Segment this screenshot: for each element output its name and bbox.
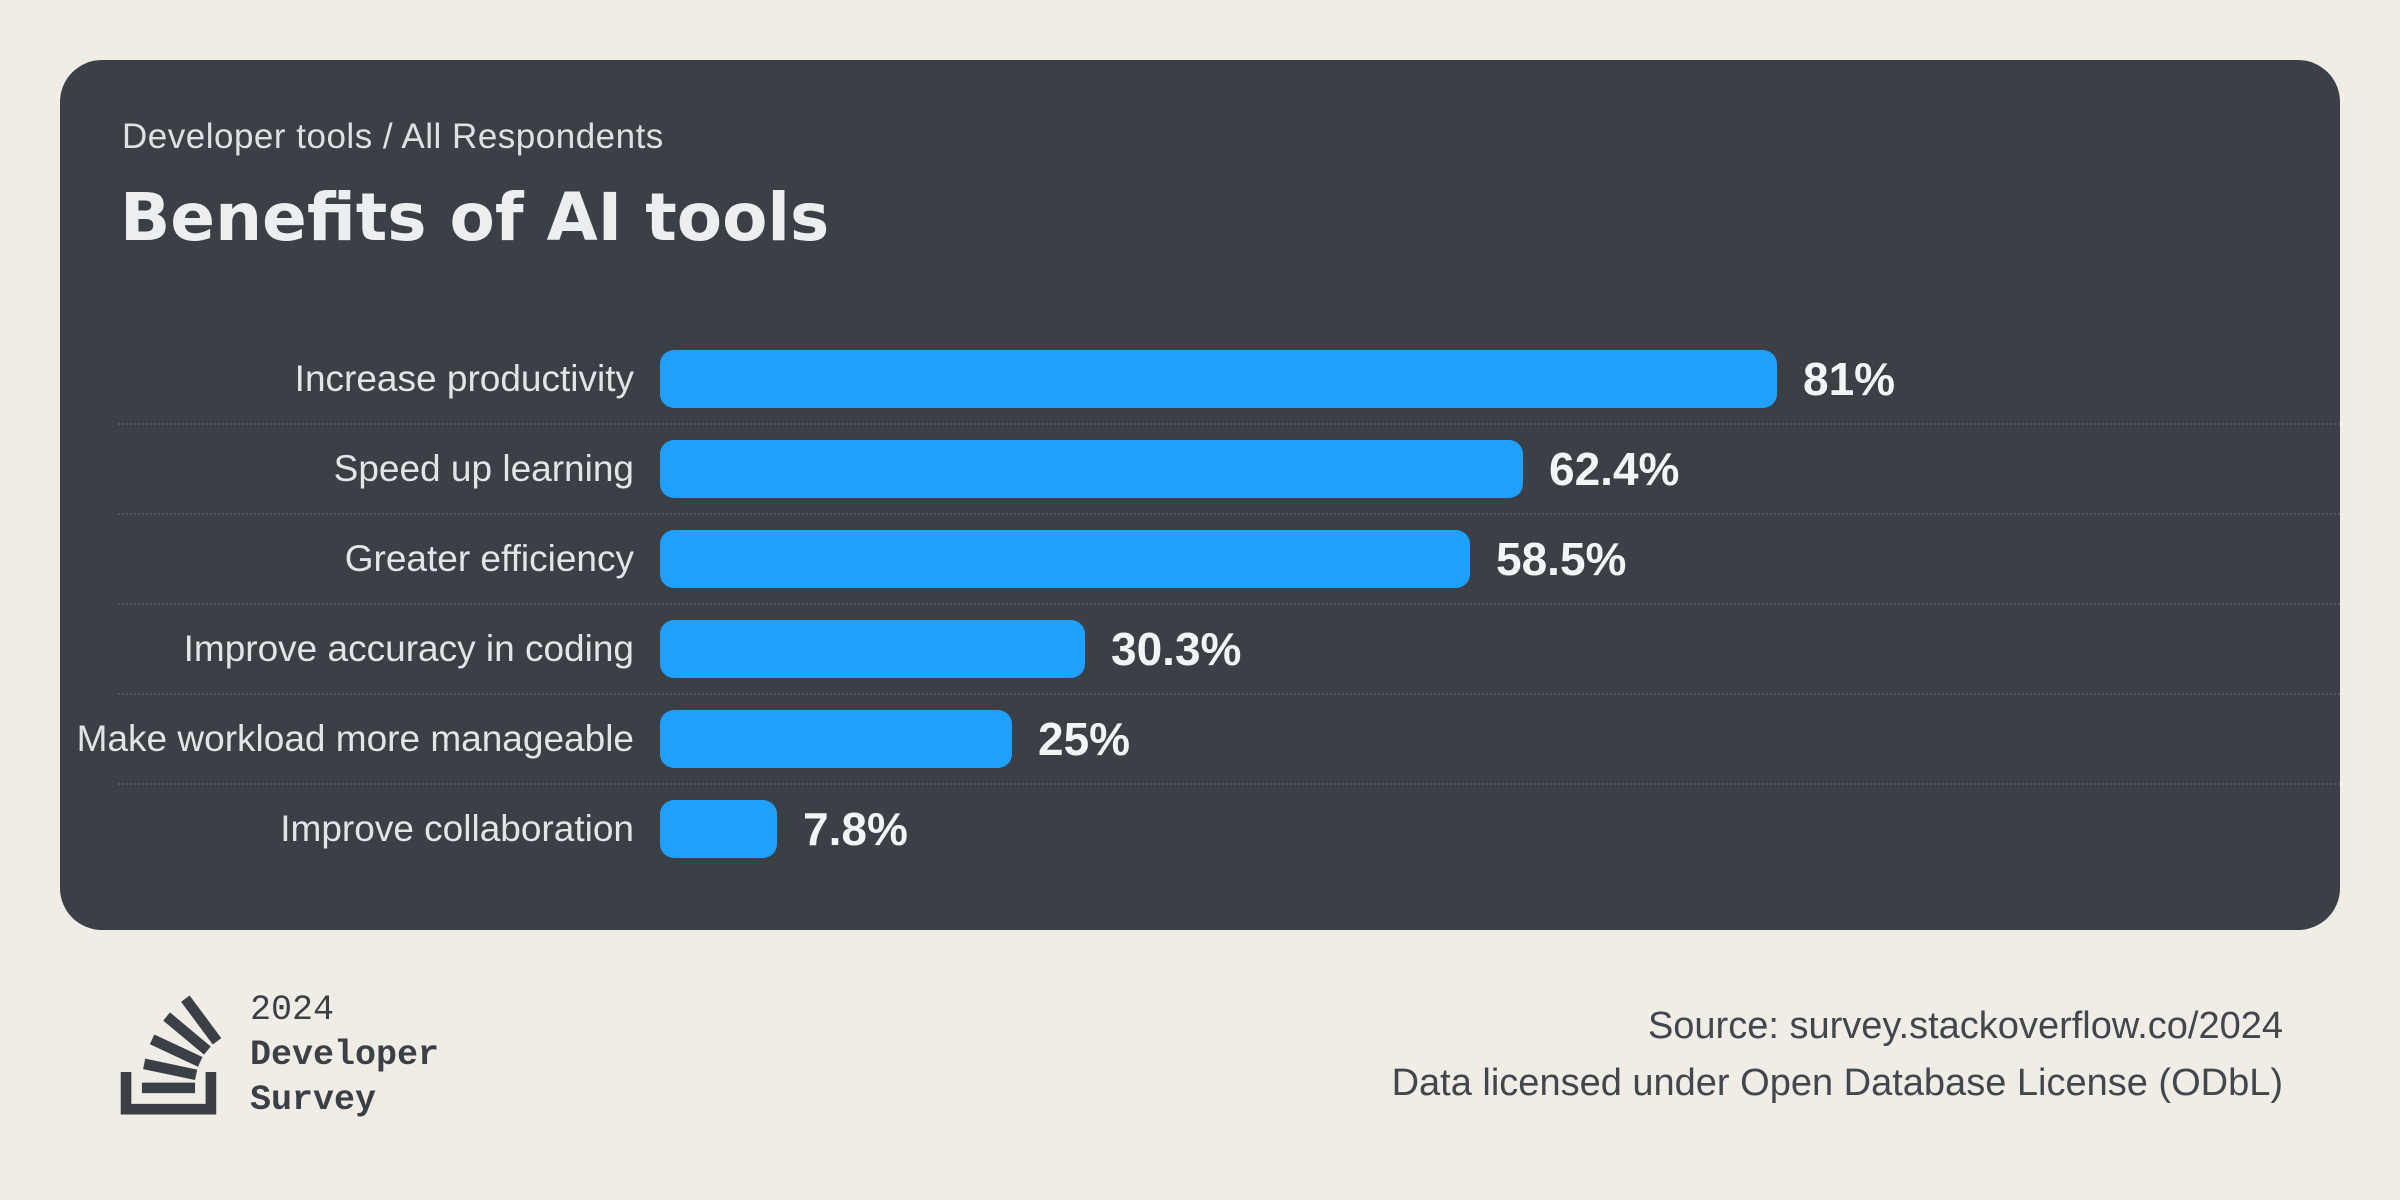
bar-value: 30.3% [1111, 623, 1242, 675]
bar-track: 30.3% [660, 620, 2290, 678]
stackoverflow-logo-icon [120, 995, 222, 1115]
footer-branding: 2024 Developer Survey [120, 987, 439, 1123]
row-label: Improve accuracy in coding [183, 628, 634, 669]
chart-row: Improve collaboration 7.8% [60, 783, 2340, 874]
bar-value: 62.4% [1549, 443, 1680, 495]
chart-row: Speed up learning 62.4% [60, 423, 2340, 514]
row-label: Improve collaboration [280, 808, 634, 849]
chart-title: Benefits of AI tools [120, 179, 830, 256]
chart-row: Make workload more manageable 25% [60, 693, 2340, 784]
bar-track: 58.5% [660, 530, 2290, 588]
bar-value: 7.8% [803, 803, 908, 855]
survey-word-survey: Survey [250, 1079, 377, 1120]
row-label: Greater efficiency [344, 538, 634, 579]
bar [660, 710, 1012, 768]
bar [660, 350, 1777, 408]
chart-row: Improve accuracy in coding 30.3% [60, 603, 2340, 694]
survey-year: 2024 [250, 989, 335, 1030]
chart-card: Developer tools / All Respondents Benefi… [60, 60, 2340, 930]
bar-value: 58.5% [1496, 533, 1627, 585]
chart-row: Increase productivity 81% [60, 334, 2340, 424]
bar-track: 81% [660, 350, 2290, 408]
bar [660, 620, 1085, 678]
row-label: Increase productivity [294, 358, 634, 399]
bar-track: 62.4% [660, 440, 2290, 498]
bar-track: 7.8% [660, 800, 2290, 858]
bar-value: 81% [1803, 353, 1896, 405]
chart-row: Greater efficiency 58.5% [60, 513, 2340, 604]
source-url: Source: survey.stackoverflow.co/2024 [1647, 1005, 2283, 1047]
bar-track: 25% [660, 710, 2290, 768]
bar [660, 800, 777, 858]
footer: 2024 Developer Survey Source: survey.sta… [120, 980, 2283, 1130]
chart-rows: Increase productivity 81% Speed up learn… [60, 334, 2340, 874]
survey-word-developer: Developer [250, 1034, 440, 1075]
row-label: Speed up learning [333, 448, 634, 489]
bar-value: 25% [1038, 713, 1131, 765]
bar [660, 530, 1470, 588]
source-attribution: Source: survey.stackoverflow.co/2024 Dat… [1392, 998, 2283, 1112]
bar [660, 440, 1523, 498]
license-note: Data licensed under Open Database Licens… [1391, 1062, 2283, 1104]
row-label: Make workload more manageable [76, 718, 634, 759]
chart-subtitle: Developer tools / All Respondents [122, 117, 664, 156]
survey-wordmark: 2024 Developer Survey [250, 988, 439, 1123]
